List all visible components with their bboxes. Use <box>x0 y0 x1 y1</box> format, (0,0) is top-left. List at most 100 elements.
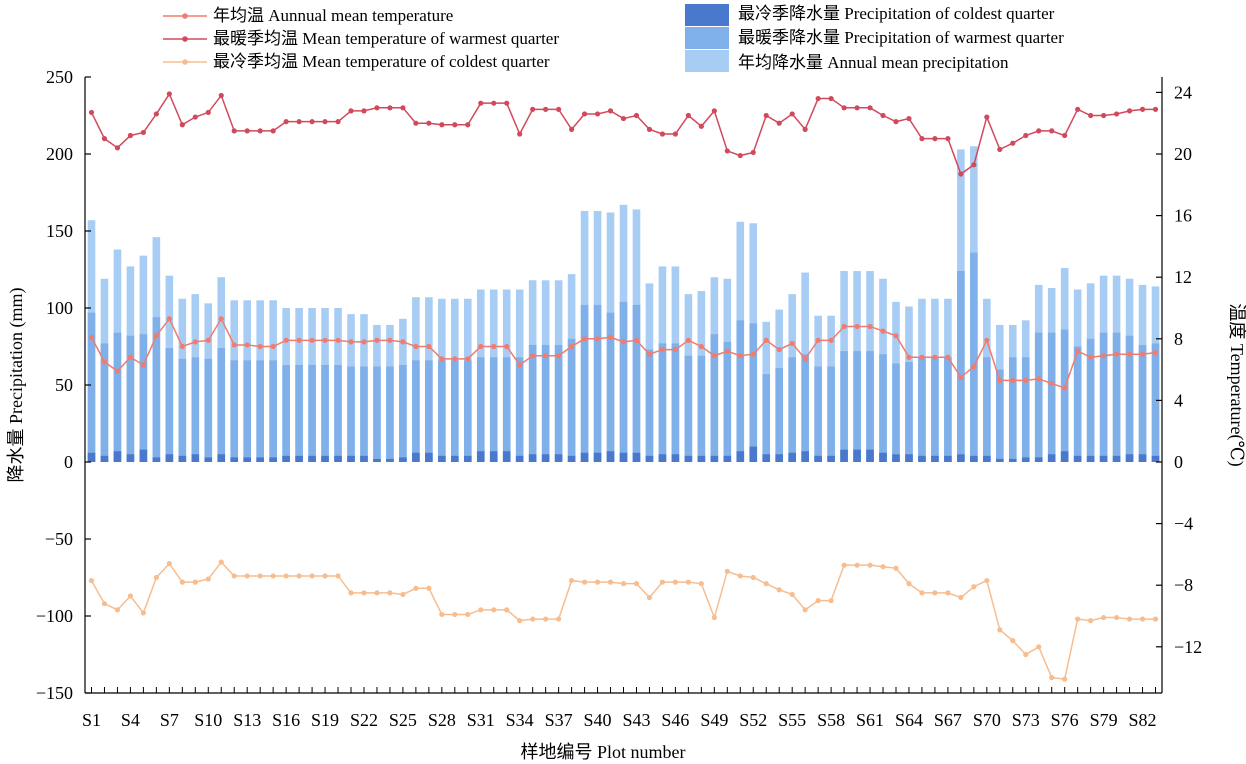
bar-warm-precip <box>463 360 472 462</box>
bar-cold-precip <box>386 458 394 462</box>
point-annual-temp <box>1152 350 1159 356</box>
bar-warm-precip <box>1047 332 1056 462</box>
bar-cold-precip <box>1021 457 1030 462</box>
point-cold-temp <box>491 607 497 613</box>
point-annual-temp <box>465 356 471 362</box>
point-cold-temp <box>1088 618 1094 624</box>
point-warm-temp <box>1126 108 1133 114</box>
point-annual-temp <box>192 339 198 345</box>
point-annual-temp <box>1062 385 1068 391</box>
point-annual-temp <box>517 362 523 368</box>
point-cold-temp <box>932 590 938 596</box>
point-cold-temp <box>646 594 653 601</box>
x-tick-label: S31 <box>467 710 495 730</box>
point-cold-temp <box>724 568 730 574</box>
point-annual-temp <box>257 343 263 350</box>
point-warm-temp <box>517 131 523 137</box>
point-warm-temp <box>815 95 821 102</box>
legend-swatch-annual-precip <box>685 50 729 72</box>
x-tick-label: S67 <box>934 710 962 730</box>
bar-cold-precip <box>412 452 420 462</box>
point-annual-temp <box>581 336 588 342</box>
bar-warm-precip <box>489 357 498 462</box>
bar-cold-precip <box>126 454 135 462</box>
bar-warm-precip <box>386 366 394 462</box>
point-cold-temp <box>257 573 263 579</box>
bar-warm-precip <box>113 332 122 462</box>
bar-cold-precip <box>866 449 874 462</box>
point-warm-temp <box>1010 140 1016 146</box>
x-tick-label: S52 <box>739 710 767 730</box>
y-left-tick-label: −150 <box>36 683 73 703</box>
x-tick-label: S37 <box>545 710 573 730</box>
bar-cold-precip <box>282 455 290 462</box>
point-cold-temp <box>309 573 315 579</box>
y-left-tick-label: 0 <box>64 452 73 472</box>
x-tick-label: S16 <box>272 710 300 730</box>
bar-cold-precip <box>139 449 148 462</box>
bar-cold-precip <box>334 455 342 462</box>
x-tick-label: S61 <box>856 710 884 730</box>
bar-cold-precip <box>243 457 251 462</box>
point-cold-temp <box>543 616 549 622</box>
point-cold-temp <box>140 610 146 616</box>
point-annual-temp <box>296 337 302 343</box>
y-right-tick-label: 8 <box>1174 329 1183 349</box>
bar-cold-precip <box>528 454 537 462</box>
point-cold-temp <box>374 590 380 596</box>
bar-cold-precip <box>684 455 693 462</box>
bar-warm-precip <box>308 364 316 462</box>
point-annual-temp <box>426 343 432 350</box>
point-annual-temp <box>530 353 536 359</box>
point-annual-temp <box>439 356 445 362</box>
point-warm-temp <box>763 112 769 119</box>
x-tick-label: S76 <box>1051 710 1079 730</box>
point-annual-temp <box>932 354 938 360</box>
x-tick-label: S82 <box>1129 710 1157 730</box>
point-cold-temp <box>231 573 237 579</box>
bar-cold-precip <box>645 455 654 462</box>
point-warm-temp <box>296 119 302 125</box>
precipitation-bars <box>87 146 1160 463</box>
point-cold-temp <box>478 607 484 613</box>
point-cold-temp <box>802 607 808 613</box>
point-cold-temp <box>594 579 601 585</box>
bar-cold-precip <box>295 455 303 462</box>
point-annual-temp <box>1036 376 1042 382</box>
point-cold-temp <box>1113 614 1120 621</box>
y-right-tick-label: 4 <box>1174 390 1183 410</box>
bar-cold-precip <box>827 455 835 462</box>
point-warm-temp <box>231 128 237 134</box>
bar-warm-precip <box>282 364 290 462</box>
bar-cold-precip <box>736 451 745 462</box>
point-annual-temp <box>893 333 899 339</box>
point-warm-temp <box>478 100 484 106</box>
point-cold-temp <box>517 618 523 624</box>
point-annual-temp <box>569 343 575 350</box>
bar-warm-precip <box>749 323 758 462</box>
bar-cold-precip <box>593 452 602 462</box>
bar-warm-precip <box>619 301 628 462</box>
point-cold-temp <box>997 627 1003 633</box>
bar-warm-precip <box>87 312 96 462</box>
point-annual-temp <box>854 323 860 330</box>
x-tick-label: S55 <box>778 710 806 730</box>
bar-warm-precip <box>905 361 913 462</box>
point-warm-temp <box>153 111 159 117</box>
point-annual-temp <box>101 359 108 365</box>
point-annual-temp <box>685 337 691 343</box>
point-cold-temp <box>854 562 860 568</box>
bar-cold-precip <box>710 455 719 462</box>
bar-cold-precip <box>879 452 887 462</box>
point-annual-temp <box>205 337 211 343</box>
point-warm-temp <box>698 123 704 129</box>
point-cold-temp <box>1010 638 1016 644</box>
bar-warm-precip <box>139 334 148 462</box>
point-warm-temp <box>283 119 289 125</box>
x-tick-label: S40 <box>584 710 612 730</box>
x-tick-label: S28 <box>428 710 456 730</box>
point-warm-temp <box>335 119 341 125</box>
point-cold-temp <box>906 581 912 587</box>
bar-warm-precip <box>671 343 680 462</box>
